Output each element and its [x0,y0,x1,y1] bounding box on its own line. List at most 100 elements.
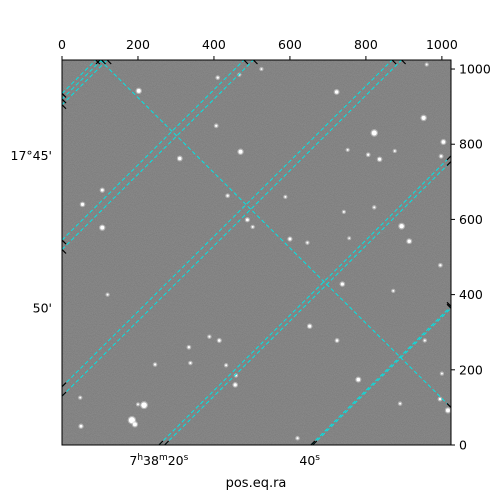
world-tick [61,382,67,388]
world-tick [253,59,258,65]
world-tick [61,239,67,245]
star [421,115,426,120]
top-pixel-axis: 0 200 400 600 800 1000 [58,37,458,60]
grid-line [62,60,108,106]
world-tick [446,303,452,309]
world-tick [312,440,318,446]
star [441,140,446,144]
star [425,63,428,66]
star [216,76,219,79]
star [284,195,287,198]
star [392,289,395,292]
grid-line [164,161,451,445]
star [106,293,109,296]
coordinate-grid [62,60,451,445]
star [251,225,254,228]
dec-tick-label: 50' [33,300,52,315]
star [245,218,249,222]
bottom-world-axis: 7h38m20s 40s [95,59,407,468]
star [346,148,349,151]
right-tick-label: 1000 [459,62,491,77]
dec-tick-label: 17°45' [11,148,53,163]
star [80,202,85,206]
world-tick [101,59,106,65]
x-axis-title: pos.eq.ra [226,476,287,491]
star [356,377,361,382]
top-tick-label: 0 [58,37,66,52]
right-tick-label: 600 [459,212,483,227]
right-tick-label: 200 [459,362,483,377]
star [373,206,376,209]
grid-line [158,155,451,445]
star [79,424,83,428]
star [445,408,450,413]
ra-tick-label: 7h38m20s [129,453,188,468]
star [260,68,263,70]
top-tick-label: 400 [202,37,226,52]
star [136,88,141,93]
star [440,372,443,375]
plot-frame [61,59,452,446]
world-tick [446,301,452,307]
star [132,422,137,427]
star [334,90,339,94]
star [189,361,192,365]
star [141,402,147,408]
star [238,149,243,154]
world-tick [61,98,67,104]
world-tick [164,440,169,446]
star [342,210,345,213]
world-tick [310,440,316,446]
star [439,154,443,158]
world-tick [158,440,164,446]
star [137,403,139,406]
star [153,363,157,366]
star [288,237,292,241]
star [233,383,237,387]
star [393,150,396,152]
sky-image-noise [62,60,451,445]
world-tick [446,155,452,161]
top-tick-label: 600 [278,37,302,52]
star [225,364,228,367]
grid-line [62,60,254,250]
star [79,396,82,399]
world-tick [446,161,452,166]
star [399,223,404,229]
star [226,194,229,197]
star [438,397,442,401]
world-tick [243,59,249,65]
star [439,264,442,267]
ra-tick-label: 40s [299,453,320,468]
star [399,402,402,405]
star [306,241,309,244]
star [215,124,218,127]
world-tick [61,104,67,110]
world-tick [391,59,397,65]
world-tick [446,402,452,408]
top-tick-label: 1000 [426,37,458,52]
world-tick [61,93,67,98]
top-tick-label: 200 [126,37,150,52]
world-tick [95,59,101,65]
grid-line [62,60,245,241]
right-tick-label: 800 [459,137,483,152]
world-tick [61,249,67,254]
star [100,225,105,230]
world-tick [61,391,67,397]
top-tick-label: 800 [354,37,378,52]
star [187,346,191,349]
star [423,339,426,342]
grid-line [310,305,451,445]
left-world-axis: 17°45' 50' [11,93,452,408]
star [335,339,339,342]
image-panel [62,60,451,445]
star [407,239,411,243]
star [178,156,182,161]
star [348,237,350,240]
star [100,188,104,192]
world-tick [401,59,407,65]
star [371,130,377,136]
star [296,437,299,440]
